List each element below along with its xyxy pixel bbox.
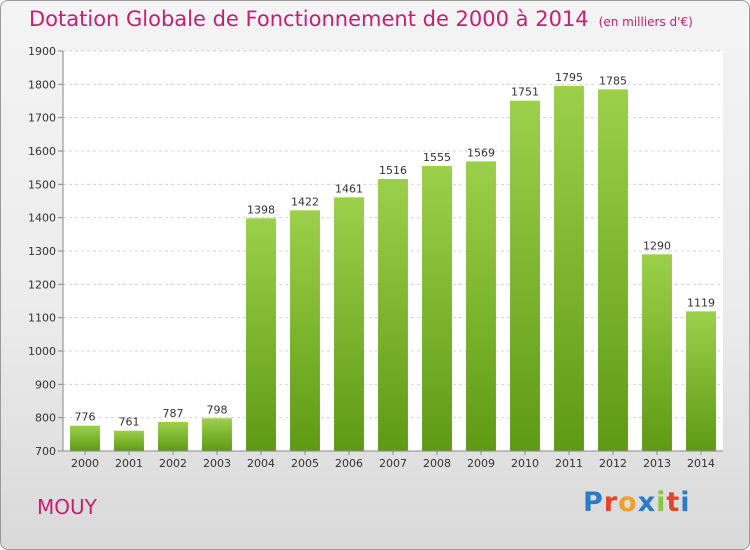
x-tick-label: 2000 <box>71 457 99 470</box>
y-axis: 700 800 900 1000 1100 1200 1300 1400 1500 1600 170… <box>28 45 64 458</box>
bar <box>334 197 364 451</box>
bar-value-label: 1422 <box>291 195 319 208</box>
y-tick-label: 1800 <box>28 78 56 91</box>
bar <box>686 311 716 451</box>
logo-letter: o <box>618 487 638 518</box>
data-labels: 776 761 787 798 1398 1422 1461 1516 1555 1569 1751… <box>75 71 716 429</box>
bar <box>70 425 100 451</box>
logo-letter: i <box>680 487 691 518</box>
x-tick-label: 2002 <box>159 457 187 470</box>
bar-value-label: 1569 <box>467 146 495 159</box>
bar <box>158 422 188 451</box>
bar <box>290 210 320 451</box>
x-tick-label: 2011 <box>555 457 583 470</box>
logo-letter: x <box>637 487 657 518</box>
x-tick-label: 2008 <box>423 457 451 470</box>
bar <box>246 218 276 451</box>
bar-value-label: 1785 <box>599 74 627 87</box>
logo-letter: r <box>603 487 619 518</box>
bar <box>598 89 628 451</box>
bar <box>510 100 540 452</box>
bar-value-label: 787 <box>163 407 184 420</box>
y-tick-label: 1500 <box>28 178 56 191</box>
y-tick-label: 1100 <box>28 312 56 325</box>
y-tick-label: 1400 <box>28 212 56 225</box>
x-tick-label: 2006 <box>335 457 363 470</box>
chart-title: Dotation Globale de Fonctionnement de 20… <box>29 7 693 31</box>
bar-value-label: 1461 <box>335 182 363 195</box>
bars <box>70 86 716 452</box>
bar <box>554 86 584 451</box>
x-tick-label: 2009 <box>467 457 495 470</box>
y-tick-label: 1900 <box>28 45 56 58</box>
bar <box>466 161 496 452</box>
bar-value-label: 1119 <box>687 296 715 309</box>
chart-unit: (en milliers d'€) <box>598 15 693 29</box>
bar-value-label: 1795 <box>555 71 583 84</box>
bar-value-label: 1516 <box>379 164 407 177</box>
x-axis: 2000 2001 2002 2003 2004 2005 2006 2007 2008 2009… <box>63 450 723 470</box>
y-tick-label: 700 <box>35 445 56 458</box>
x-tick-label: 2007 <box>379 457 407 470</box>
chart-title-text: Dotation Globale de Fonctionnement de 20… <box>29 7 589 31</box>
bar-value-label: 1398 <box>247 203 275 216</box>
x-tick-label: 2013 <box>643 457 671 470</box>
y-tick-label: 900 <box>35 378 56 391</box>
bar-value-label: 1751 <box>511 86 539 99</box>
y-tick-label: 1600 <box>28 145 56 158</box>
y-tick-label: 1200 <box>28 278 56 291</box>
x-tick-label: 2005 <box>291 457 319 470</box>
y-tick-label: 1700 <box>28 112 56 125</box>
x-tick-label: 2012 <box>599 457 627 470</box>
bar <box>202 418 232 451</box>
proxiti-logo: Proxiti <box>583 487 691 518</box>
city-name: MOUY <box>37 495 97 519</box>
bar-value-label: 1555 <box>423 151 451 164</box>
x-tick-label: 2014 <box>687 457 715 470</box>
y-tick-label: 800 <box>35 412 56 425</box>
bar <box>114 430 144 451</box>
bar-value-label: 1290 <box>643 239 671 252</box>
logo-letter: t <box>666 487 681 518</box>
x-tick-label: 2010 <box>511 457 539 470</box>
x-tick-label: 2001 <box>115 457 143 470</box>
x-tick-label: 2004 <box>247 457 275 470</box>
bar-value-label: 798 <box>207 403 228 416</box>
y-tick-label: 1000 <box>28 345 56 358</box>
bar-value-label: 776 <box>75 411 96 424</box>
x-tick-label: 2003 <box>203 457 231 470</box>
logo-letter: P <box>583 487 604 518</box>
logo-letter: i <box>656 487 667 518</box>
bar <box>422 166 452 451</box>
y-tick-label: 1300 <box>28 245 56 258</box>
bar-value-label: 761 <box>119 416 140 429</box>
bar <box>378 179 408 451</box>
bar <box>642 254 672 451</box>
